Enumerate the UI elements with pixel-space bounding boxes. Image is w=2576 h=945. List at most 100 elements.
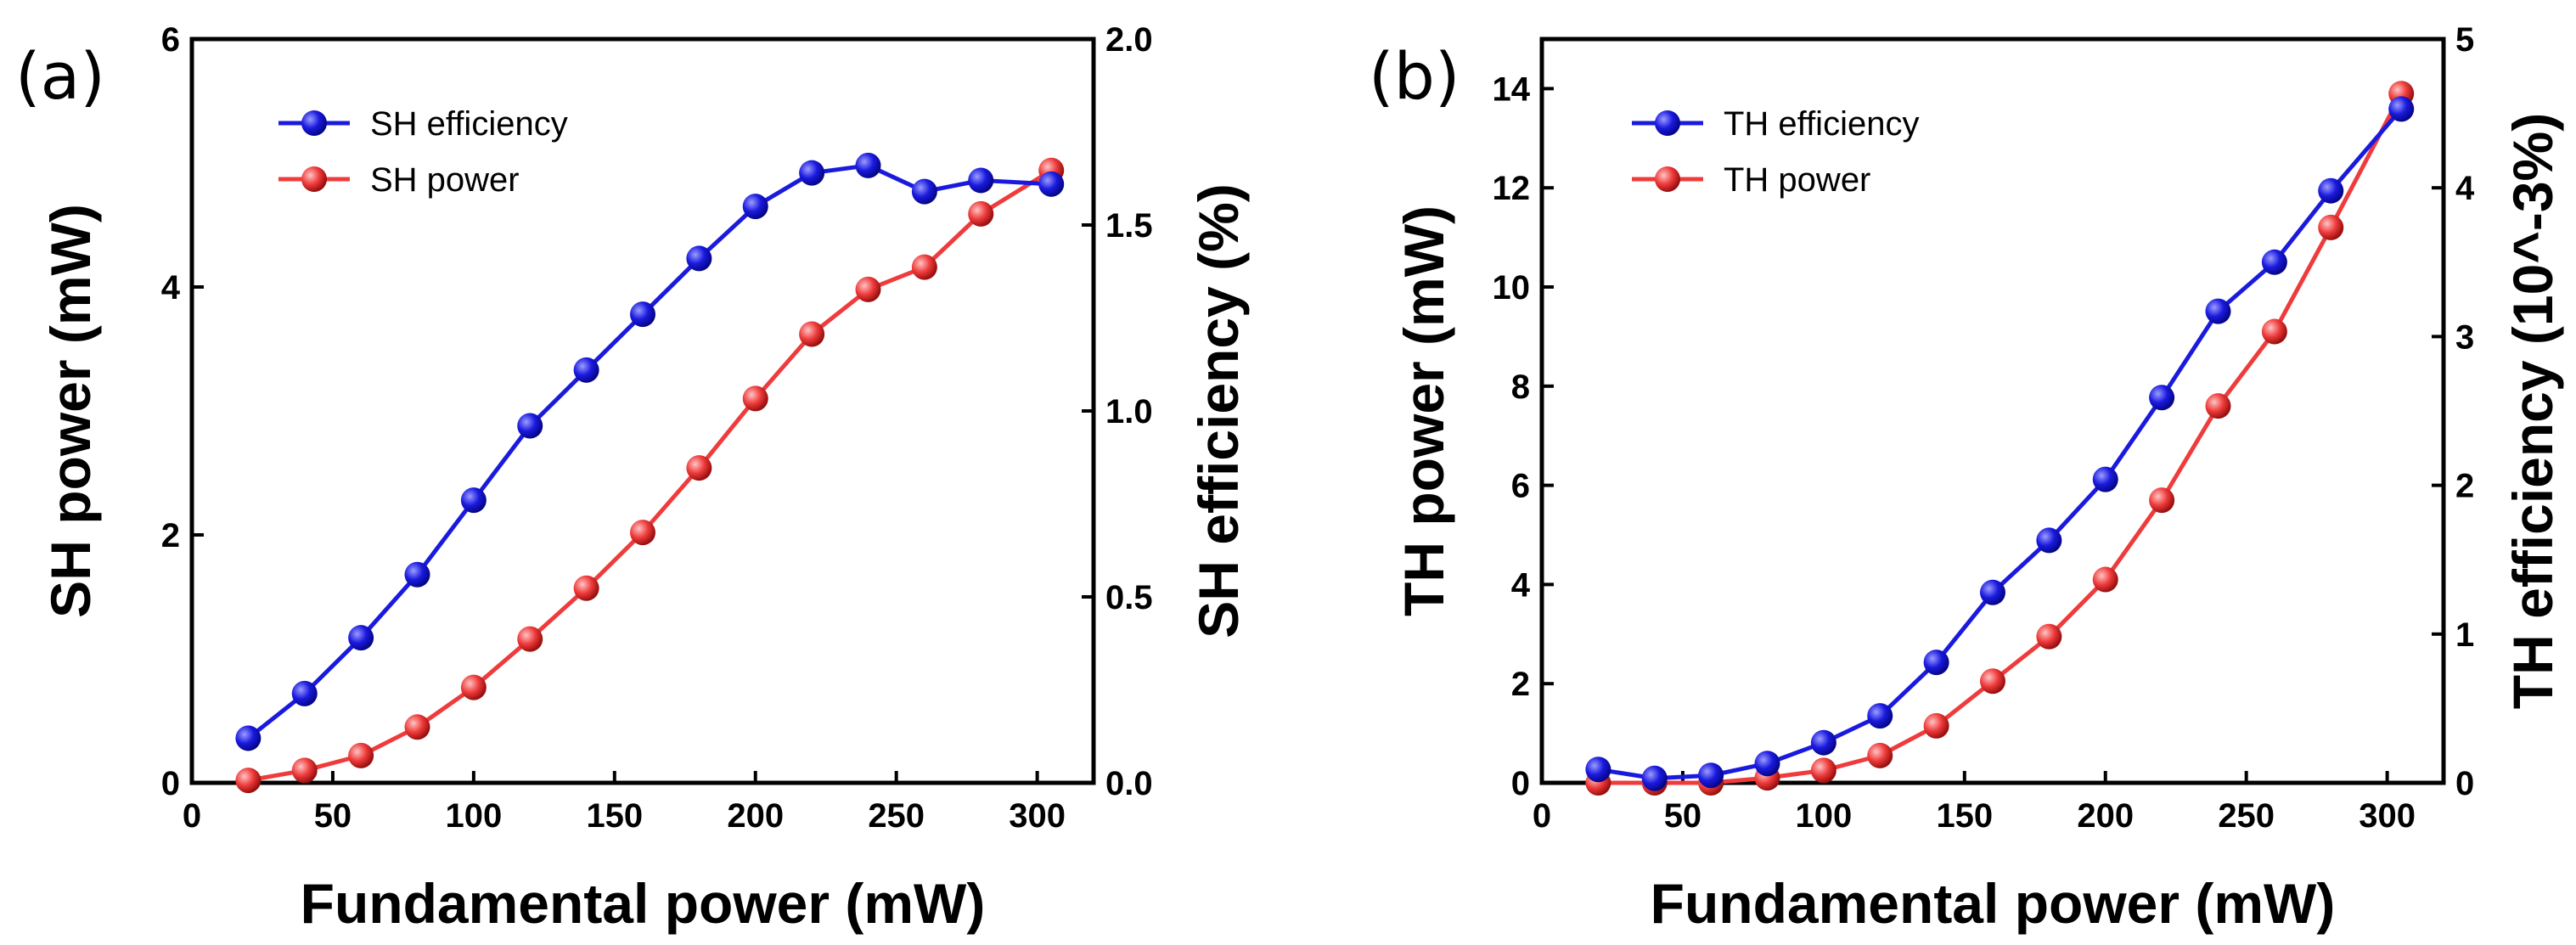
panel-a-x-tick-label: 250 xyxy=(868,797,925,835)
panel-b-y2-axis-title: TH efficiency (10^-3%) xyxy=(2501,113,2564,709)
panel-a-x-tick-label: 100 xyxy=(446,797,503,835)
panel-b-y-tick-label: 12 xyxy=(1493,170,1531,207)
panel-b-point-th-efficiency xyxy=(1641,765,1668,791)
panel-a-point-sh-power xyxy=(855,276,881,302)
panel-b-y2-tick-label: 2 xyxy=(2455,468,2474,505)
panel-a-point-sh-efficiency xyxy=(460,487,487,514)
panel-b-series xyxy=(1585,81,2415,796)
panel-b-point-th-efficiency xyxy=(1980,579,2005,605)
panel-b-x-axis-title: Fundamental power (mW) xyxy=(1651,872,2336,935)
panel-b-x-tick-label: 300 xyxy=(2359,797,2416,835)
panel-b-point-th-efficiency xyxy=(2149,385,2175,411)
panel-a-line-sh-efficiency xyxy=(246,163,1052,740)
panel-a-point-sh-efficiency xyxy=(291,680,318,706)
panel-a-y-tick-label: 6 xyxy=(161,21,180,59)
panel-b-y2-tick-label: 5 xyxy=(2455,21,2474,59)
panel-a-x-axis-title: Fundamental power (mW) xyxy=(301,872,986,935)
panel-b-y2-tick-label: 0 xyxy=(2455,765,2474,802)
legend-label-th-efficiency: TH efficiency xyxy=(1724,105,1919,143)
panel-a-y-tick-label: 4 xyxy=(161,269,181,307)
panel-a-x-tick-label: 150 xyxy=(586,797,643,835)
panel-b-point-th-power xyxy=(2092,566,2118,593)
panel-a-legend: SH efficiency SH power xyxy=(278,105,568,199)
panel-b-point-th-power xyxy=(1980,668,2005,695)
panel-a-point-sh-power xyxy=(404,714,430,740)
panel-b-x-tick-label: 50 xyxy=(1664,797,1702,835)
panel-a-point-sh-efficiency xyxy=(686,245,712,272)
panel-b-label: (b) xyxy=(1369,38,1460,114)
panel-a-y2-tick-label: 0.0 xyxy=(1105,765,1153,802)
legend-label-th-power: TH power xyxy=(1724,161,1870,199)
legend-marker-th-efficiency xyxy=(1655,110,1680,136)
panel-b-th-chart: (b) 0 50 100 150 200 250 30002468101214012345 … xyxy=(1369,21,2564,935)
panel-b-y-tick-label: 0 xyxy=(1511,765,1530,802)
panel-b-point-th-power xyxy=(2149,487,2175,514)
panel-b-y-tick-label: 10 xyxy=(1493,269,1531,307)
panel-b-y2-tick-label: 3 xyxy=(2455,318,2474,356)
panel-b-point-th-efficiency xyxy=(1923,650,1949,676)
panel-b-point-th-power xyxy=(2318,214,2344,240)
panel-b-y-tick-label: 4 xyxy=(1511,566,1531,604)
panel-b-x-tick-label: 0 xyxy=(1533,797,1551,835)
panel-a-y2-tick-label: 1.0 xyxy=(1105,393,1153,430)
panel-a-point-sh-power xyxy=(460,674,487,700)
panel-a-point-sh-efficiency xyxy=(573,357,599,383)
panel-b-plot-frame xyxy=(1539,37,2446,785)
panel-a-y-tick-label: 2 xyxy=(161,517,180,554)
panel-b-point-th-efficiency xyxy=(1698,762,1724,789)
panel-a-series xyxy=(235,152,1065,794)
legend-marker-th-power xyxy=(1655,166,1680,192)
panel-b-point-th-power xyxy=(1867,742,1893,768)
panel-b-x-tick-label: 250 xyxy=(2218,797,2275,835)
panel-b-point-th-efficiency xyxy=(1867,703,1893,729)
panel-b-point-th-efficiency xyxy=(1810,729,1836,756)
panel-a-y2-axis-title: SH efficiency (%) xyxy=(1187,183,1250,638)
legend-marker-sh-power xyxy=(301,166,327,192)
panel-b-point-th-efficiency xyxy=(2318,177,2344,204)
panel-b-point-th-power xyxy=(1923,712,1949,739)
panel-a-axes: 0 50 100 150 200 250 300 0 2 4 6 0.0 0.5 1.0 1.5 2.0 xyxy=(161,21,1153,835)
panel-b-y-axis-title: TH power (mW) xyxy=(1392,205,1455,616)
panel-b-x-tick-label: 200 xyxy=(2077,797,2134,835)
panel-a-y-axis-title: SH power (mW) xyxy=(39,204,102,618)
legend-label-sh-power: SH power xyxy=(370,161,520,199)
panel-a-point-sh-power xyxy=(235,768,262,794)
panel-b-y-tick-label: 14 xyxy=(1493,70,1531,108)
panel-a-point-sh-efficiency xyxy=(911,178,937,205)
panel-a-point-sh-power xyxy=(348,742,374,768)
panel-b-point-th-power xyxy=(1810,757,1836,784)
panel-b-point-th-efficiency xyxy=(2092,466,2118,492)
panel-b-x-tick-label: 100 xyxy=(1796,797,1853,835)
panel-b-legend: TH efficiency TH power xyxy=(1632,105,1919,199)
panel-b-y-tick-label: 2 xyxy=(1511,666,1530,703)
panel-b-point-th-efficiency xyxy=(2261,249,2287,275)
panel-a-point-sh-efficiency xyxy=(404,561,430,588)
panel-b-y-tick-label: 6 xyxy=(1511,468,1530,505)
panel-a-point-sh-power xyxy=(968,200,994,227)
panel-a-y-tick-label: 0 xyxy=(161,765,180,802)
panel-a-point-sh-efficiency xyxy=(799,160,825,186)
panel-b-point-th-efficiency xyxy=(2205,298,2231,324)
panel-b-y2-tick-label: 1 xyxy=(2455,616,2474,654)
panel-a-sh-chart: (a) 0 50 100 150 200 250 300 0 2 4 6 0.0 0.5 1.0 1.5 2.… xyxy=(15,21,1250,935)
legend-marker-sh-efficiency xyxy=(301,110,327,136)
panel-a-y2-tick-label: 2.0 xyxy=(1105,21,1153,59)
panel-b-point-th-efficiency xyxy=(2388,96,2415,122)
panel-b-point-th-efficiency xyxy=(1754,751,1780,777)
panel-a-point-sh-power xyxy=(291,757,318,784)
panel-b-point-th-power xyxy=(2205,393,2231,419)
panel-b-point-th-efficiency xyxy=(1585,757,1611,783)
panel-b-x-tick-label: 150 xyxy=(1936,797,1993,835)
panel-a-point-sh-power xyxy=(630,520,655,546)
panel-a-x-tick-label: 0 xyxy=(183,797,201,835)
panel-b-point-th-power xyxy=(2261,318,2287,345)
panel-b-y2-tick-label: 4 xyxy=(2455,170,2475,207)
panel-a-point-sh-efficiency xyxy=(968,167,994,194)
panel-a-point-sh-power xyxy=(517,626,543,652)
panel-b-y-tick-label: 8 xyxy=(1511,368,1530,406)
panel-a-x-tick-label: 300 xyxy=(1009,797,1066,835)
legend-label-sh-efficiency: SH efficiency xyxy=(370,105,568,143)
panel-a-point-sh-efficiency xyxy=(348,625,374,651)
panel-a-point-sh-efficiency xyxy=(517,413,543,439)
